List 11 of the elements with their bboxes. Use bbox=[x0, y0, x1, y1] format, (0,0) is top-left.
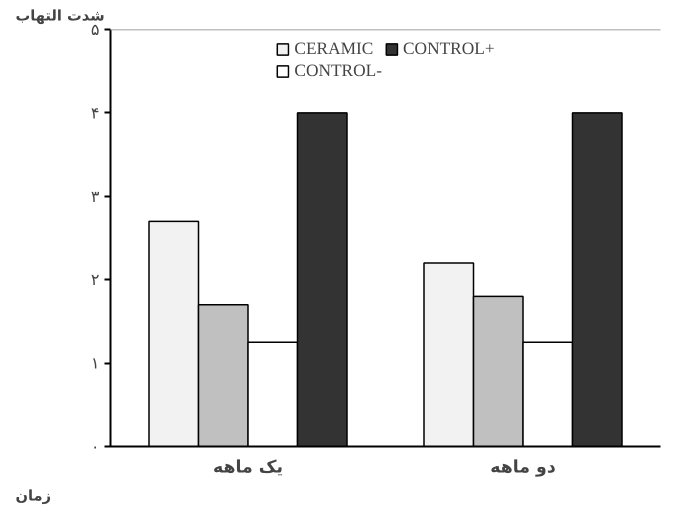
y-tick-label: ۴ bbox=[90, 103, 100, 122]
x-tick-label: دو ماهه bbox=[490, 458, 556, 478]
y-tick-label: ۳ bbox=[90, 186, 100, 206]
legend-label: CONTROL+ bbox=[403, 39, 495, 59]
y-tick-label: ۰ bbox=[90, 437, 100, 456]
y-tick-label: ۲ bbox=[90, 270, 100, 290]
x-axis-title: زمان bbox=[16, 488, 52, 504]
legend-label: CONTROL- bbox=[294, 61, 382, 81]
y-tick-label: ۱ bbox=[90, 354, 100, 373]
legend-label: CERAMIC bbox=[294, 39, 374, 59]
x-tick-label: یک ماهه bbox=[212, 458, 284, 478]
